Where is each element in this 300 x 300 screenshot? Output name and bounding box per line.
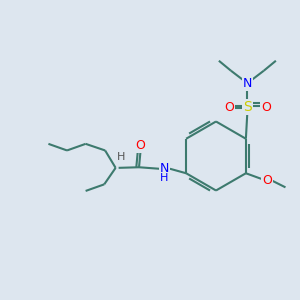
Text: H: H (117, 152, 125, 162)
Text: N: N (243, 77, 252, 90)
Text: O: O (224, 101, 234, 114)
Text: O: O (262, 174, 272, 187)
Text: N: N (160, 162, 169, 175)
Text: O: O (261, 101, 271, 114)
Text: S: S (243, 100, 252, 114)
Text: O: O (136, 139, 146, 152)
Text: H: H (160, 173, 169, 183)
